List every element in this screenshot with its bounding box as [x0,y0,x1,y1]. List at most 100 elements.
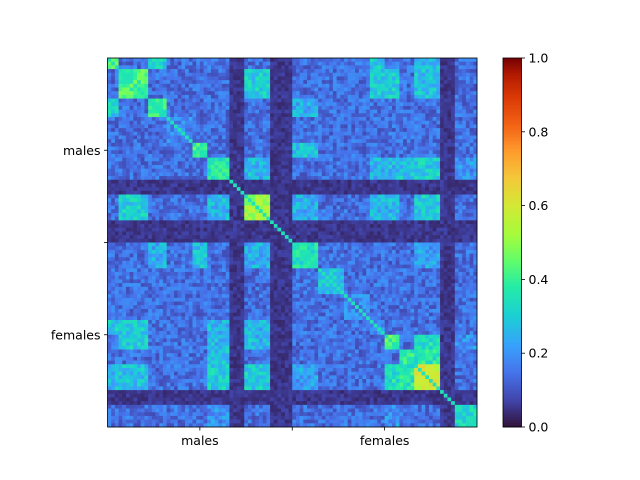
heatmap-cell [159,172,164,177]
heatmap-cell [384,190,389,195]
heatmap-cell [284,168,289,173]
heatmap-cell [155,231,160,236]
heatmap-cell [218,231,223,236]
heatmap-cell [443,183,448,188]
heatmap-cell [351,190,356,195]
heatmap-cell [340,146,345,151]
heatmap-cell [196,117,201,122]
heatmap-cell [166,150,171,155]
heatmap-cell [137,187,142,192]
heatmap-cell [414,87,419,92]
heatmap-cell [140,128,145,133]
heatmap-cell [318,209,323,214]
heatmap-cell [462,87,467,92]
heatmap-cell [469,113,474,118]
heatmap-cell [233,139,238,144]
heatmap-cell [406,235,411,240]
heatmap-cell [358,61,363,66]
heatmap-cell [414,150,419,155]
heatmap-cell [114,113,119,118]
heatmap-cell [125,198,131,203]
heatmap-cell [137,58,142,63]
heatmap-cell [417,231,422,236]
heatmap-cell [137,69,142,74]
heatmap-cell [454,72,459,77]
heatmap-cell [214,87,219,92]
heatmap-cell [259,80,264,85]
heatmap-cell [321,113,326,118]
heatmap-cell [185,117,190,122]
heatmap-cell [325,201,330,206]
heatmap-cell [188,113,193,118]
heatmap-cell [355,109,360,114]
heatmap-cell [111,190,116,195]
heatmap-cell [255,91,260,96]
heatmap-cell [125,150,131,155]
heatmap-cell [266,80,271,85]
heatmap-cell [207,72,212,77]
heatmap-cell [196,80,201,85]
heatmap-cell [414,190,419,195]
heatmap-cell [281,117,286,122]
heatmap-cell [458,87,463,92]
heatmap-cell [266,98,271,103]
heatmap-cell [392,61,397,66]
heatmap-cell [299,183,304,188]
heatmap-cell [321,87,326,92]
heatmap-cell [288,135,293,140]
heatmap-cell [148,201,153,206]
heatmap-cell [325,124,330,129]
heatmap-cell [222,216,227,221]
heatmap-cell [229,76,234,81]
heatmap-cell [299,216,304,221]
heatmap-cell [436,102,441,107]
heatmap-cell [469,69,474,74]
heatmap-cell [196,135,201,140]
heatmap-cell [403,165,408,170]
heatmap-cell [125,209,131,214]
heatmap-cell [432,220,437,225]
heatmap-cell [199,194,204,199]
heatmap-cell [351,142,356,147]
heatmap-cell [447,72,452,77]
heatmap-cell [432,87,437,92]
heatmap-cell [299,109,304,114]
heatmap-cell [395,124,400,129]
heatmap-cell [343,194,349,199]
heatmap-cell [443,227,448,232]
heatmap-cell [314,190,319,195]
heatmap-cell [166,209,171,214]
heatmap-cell [222,153,227,158]
heatmap-cell [425,117,430,122]
heatmap-cell [380,80,385,85]
heatmap-cell [288,80,293,85]
heatmap-cell [469,205,474,210]
heatmap-cell [281,224,286,229]
heatmap-cell [443,120,448,125]
heatmap-cell [307,205,312,210]
heatmap-cell [129,209,134,214]
heatmap-cell [174,150,179,155]
heatmap-cell [388,235,393,240]
heatmap-cell [181,150,186,155]
heatmap-cell [369,72,374,77]
heatmap-cell [199,146,204,151]
heatmap-cell [336,224,341,229]
heatmap-cell [421,58,426,63]
heatmap-cell [277,157,282,162]
heatmap-cell [174,216,179,221]
heatmap-cell [181,187,186,192]
heatmap-cell [240,146,245,151]
heatmap-cell [122,120,127,125]
heatmap-cell [332,227,337,232]
heatmap-cell [336,165,341,170]
heatmap-cell [428,161,433,166]
heatmap-cell [417,153,422,158]
heatmap-cell [225,194,230,199]
heatmap-cell [403,105,408,111]
heatmap-cell [451,124,456,129]
heatmap-cell [159,161,164,166]
heatmap-cell [340,176,345,181]
heatmap-cell [343,113,349,118]
heatmap-cell [114,198,119,203]
